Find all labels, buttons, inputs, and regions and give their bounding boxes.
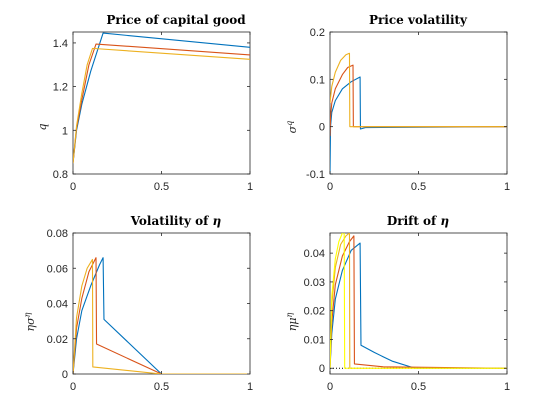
axes-box bbox=[72, 232, 251, 375]
x-tick-label: 0 bbox=[70, 381, 76, 393]
series-line-1 bbox=[330, 242, 507, 369]
y-tick-label: 1 bbox=[62, 125, 68, 137]
panel-title: Volatility of η bbox=[130, 214, 222, 228]
axes-box bbox=[329, 232, 508, 375]
y-tick-label: 0.03 bbox=[304, 277, 325, 289]
series-line-3 bbox=[330, 52, 507, 128]
x-tick-label: 0.5 bbox=[411, 181, 426, 193]
y-tick-label: 0.8 bbox=[53, 169, 68, 181]
y-tick-label: 0.01 bbox=[304, 334, 325, 346]
series-line-3 bbox=[73, 47, 250, 164]
x-tick-label: 1 bbox=[504, 381, 510, 393]
y-tick-label: 0 bbox=[319, 122, 325, 134]
panel-title: Price volatility bbox=[369, 13, 468, 27]
panel-price-capital-good: Price of capital good q 0 0.5 1 0.8 1 1.2 1.4 bbox=[36, 13, 253, 193]
y-axis-label: q bbox=[36, 123, 49, 130]
x-tick-label: 1 bbox=[504, 181, 510, 193]
y-tick-label: 0.2 bbox=[310, 27, 325, 39]
y-tick-label: 0.02 bbox=[47, 334, 68, 346]
y-tick-label: 1.2 bbox=[53, 82, 68, 94]
y-axis-label: ημη bbox=[285, 313, 299, 332]
y-tick-label: 0 bbox=[319, 363, 325, 375]
x-tick-label: 0 bbox=[70, 181, 76, 193]
y-tick-label: 0.06 bbox=[47, 263, 68, 275]
y-axis-label: σq bbox=[285, 121, 299, 134]
x-tick-label: 0.5 bbox=[154, 381, 169, 393]
x-tick-label: 0.5 bbox=[411, 381, 426, 393]
series-line-1 bbox=[73, 257, 250, 374]
y-tick-label: -0.1 bbox=[306, 169, 325, 181]
x-tick-label: 0 bbox=[327, 181, 333, 193]
series-line-3 bbox=[73, 258, 250, 374]
axes-box bbox=[72, 31, 251, 175]
y-tick-label: 0.1 bbox=[310, 74, 325, 86]
x-tick-label: 0.5 bbox=[154, 181, 169, 193]
y-tick-label: 1.4 bbox=[53, 38, 68, 50]
x-tick-label: 1 bbox=[247, 181, 253, 193]
panel-price-volatility: Price volatility σq 0 0.5 1-0.100.10.2 bbox=[285, 13, 510, 193]
series-line-3 bbox=[330, 233, 507, 369]
y-tick-label: 0.04 bbox=[47, 299, 68, 311]
y-tick-label: 0.08 bbox=[47, 228, 68, 240]
panel-drift-of-eta: Drift of η ημη 0 0.5 1 0 0.01 0.02 0.03 0.04 bbox=[285, 214, 510, 393]
series-line-2 bbox=[330, 64, 507, 137]
y-tick-label: 0.04 bbox=[304, 248, 325, 260]
x-tick-label: 0 bbox=[327, 381, 333, 393]
axes-box bbox=[329, 31, 508, 175]
panel-title: Drift of η bbox=[387, 214, 450, 228]
x-tick-label: 1 bbox=[247, 381, 253, 393]
panel-title: Price of capital good bbox=[106, 13, 246, 27]
panel-volatility-of-eta: Volatility of η ηση 0 0.5 1 0 0.02 0.04 0.06 0.… bbox=[23, 214, 253, 393]
y-tick-label: 0 bbox=[62, 369, 68, 381]
series-line-4 bbox=[330, 233, 507, 369]
y-tick-label: 0.02 bbox=[304, 306, 325, 318]
y-axis-label: ηση bbox=[23, 312, 37, 331]
series-line-1 bbox=[330, 76, 507, 174]
